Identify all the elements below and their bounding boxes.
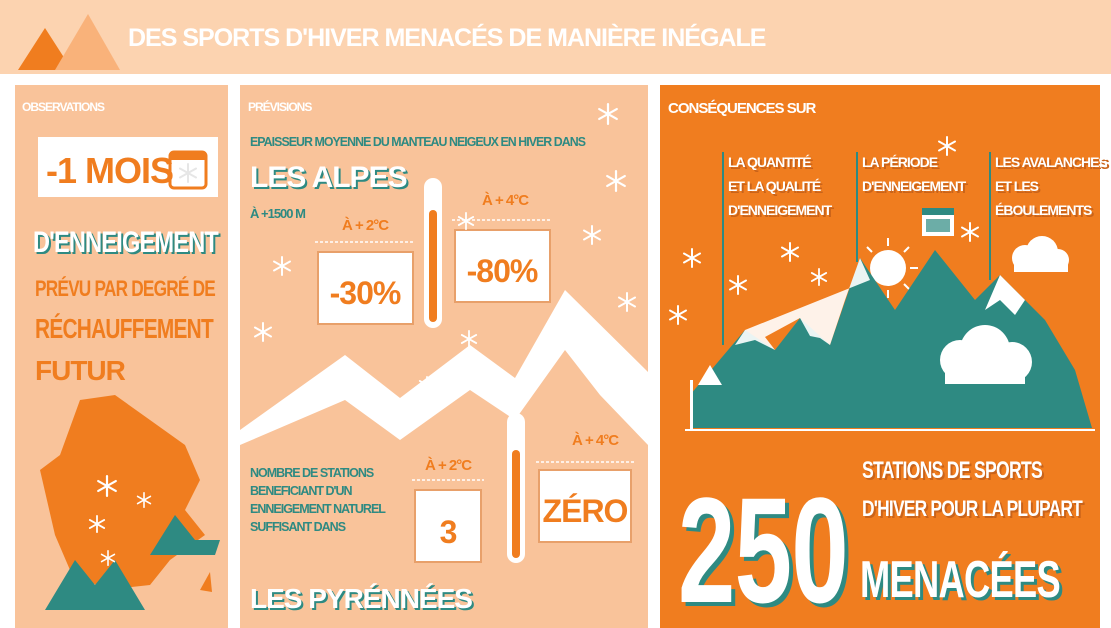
- sign-label: À + 2°C: [425, 457, 472, 474]
- sign: [315, 241, 415, 325]
- big-number: 250: [678, 466, 848, 628]
- mountains: [240, 290, 648, 445]
- sign-post: [690, 380, 693, 430]
- logo: [55, 14, 120, 70]
- header-bar: [0, 0, 1111, 74]
- item-line: D'ENNEIGEMENT: [862, 178, 967, 194]
- text-line: FUTUR: [35, 355, 126, 386]
- item-line: LA QUANTITÉ: [728, 154, 811, 170]
- heading: PRÉVISIONS: [248, 99, 312, 114]
- sign-value: 3: [440, 514, 457, 550]
- emphasis: MENACÉES: [860, 551, 1060, 609]
- thermometer: [424, 178, 442, 328]
- heading: CONSÉQUENCES SUR: [668, 100, 817, 117]
- calendar-icon: [168, 150, 208, 190]
- corsica: [200, 572, 212, 592]
- snow-caps: [735, 258, 870, 350]
- sign-value: -30%: [330, 275, 401, 311]
- item-line: LES AVALANCHES: [995, 154, 1107, 170]
- sign: [412, 479, 484, 563]
- description: BENEFICIANT D'UN: [250, 484, 353, 498]
- warning-sign: [698, 365, 722, 385]
- mountains: [150, 515, 220, 555]
- highlight: -1 MOIS: [46, 150, 173, 191]
- text-line: STATIONS DE SPORTS: [862, 457, 1043, 484]
- text-line: D'HIVER POUR LA PLUPART: [862, 496, 1083, 521]
- text-line: PRÉVU PAR DEGRÉ DE: [35, 276, 215, 301]
- title: DES SPORTS D'HIVER MENACÉS DE MANIÈRE IN…: [128, 23, 766, 52]
- altitude: À +1500 M: [250, 206, 305, 221]
- item-line: ÉBOULEMENTS: [995, 202, 1092, 218]
- storm-cloud: [1012, 236, 1069, 272]
- item-line: ET LES: [995, 178, 1039, 194]
- sign-label: À + 4°C: [572, 432, 619, 449]
- snow-caps: [985, 275, 1025, 315]
- description: SUFFISANT DANS: [250, 520, 346, 534]
- item-line: ET LA QUALITÉ: [728, 178, 821, 194]
- item-line: LA PÉRIODE: [862, 154, 938, 170]
- description: EPAISSEUR MOYENNE DU MANTEAU NEIGEUX EN …: [250, 134, 586, 149]
- thermometer: [507, 413, 525, 563]
- sign-label: À + 2°C: [342, 217, 389, 234]
- pointer-lines: [722, 152, 991, 345]
- sign-label: À + 4°C: [482, 192, 529, 209]
- avalanche-cloud: [940, 325, 1032, 384]
- sign: [536, 461, 634, 543]
- region: LES ALPES: [250, 161, 407, 194]
- text-line: D'ENNEIGEMENT: [33, 226, 219, 259]
- description: NOMBRE DE STATIONS: [250, 466, 374, 480]
- text-line: RÉCHAUFFEMENT: [35, 313, 214, 344]
- sign-value: -80%: [467, 253, 538, 289]
- logo: [18, 28, 72, 70]
- description: ENNEIGEMENT NATUREL: [250, 502, 386, 516]
- region: LES PYRÉNNÉES: [250, 583, 472, 614]
- calendar-icon: [922, 208, 954, 236]
- item-line: D'ENNEIGEMENT: [728, 202, 833, 218]
- sign-value: ZÉRO: [543, 493, 628, 529]
- mountains: [45, 560, 145, 610]
- heading: OBSERVATIONS: [22, 100, 105, 114]
